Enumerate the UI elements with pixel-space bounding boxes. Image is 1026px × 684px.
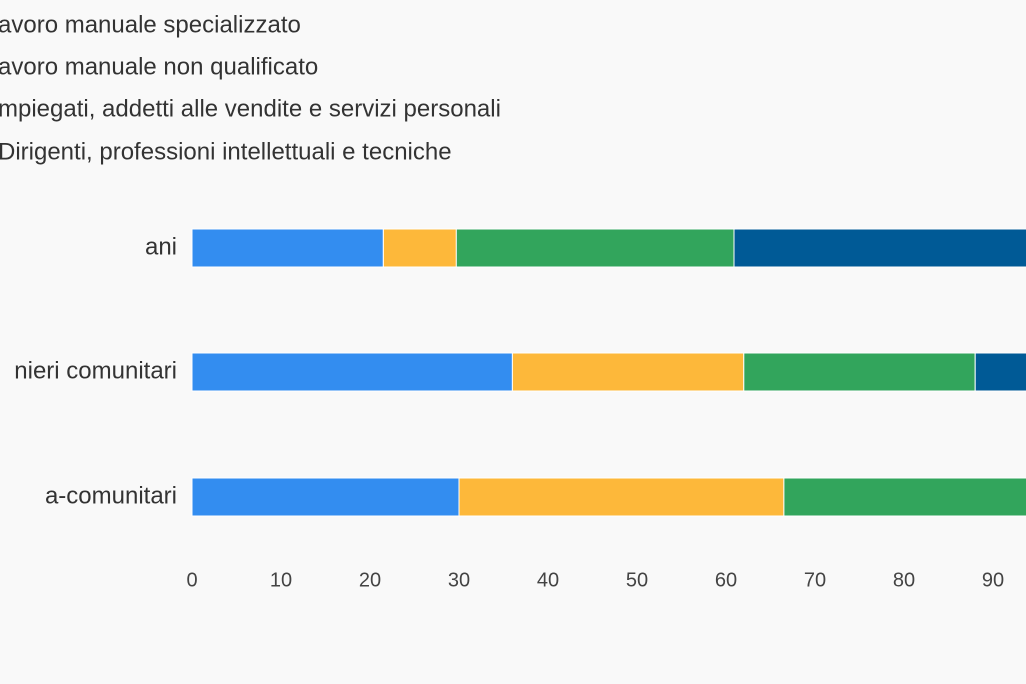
bar-3-series-1[interactable] <box>191 477 460 517</box>
bar-1-series-4[interactable] <box>733 228 1026 268</box>
bar-3-series-2[interactable] <box>458 477 785 517</box>
bars-area <box>191 228 1026 517</box>
legend-label-2: avoro manuale non qualificato <box>0 53 318 80</box>
x-tick-label-10: 10 <box>270 569 292 591</box>
category-labels: ani nieri comunitari a-comunitari <box>14 233 177 509</box>
bar-1-series-1[interactable] <box>191 228 384 268</box>
x-tick-label-50: 50 <box>626 569 648 591</box>
bar-1-series-3[interactable] <box>455 228 735 268</box>
x-tick-label-60: 60 <box>715 569 737 591</box>
x-tick-label-20: 20 <box>359 569 381 591</box>
bar-3-series-3[interactable] <box>783 477 1026 517</box>
x-tick-label-90: 90 <box>982 569 1004 591</box>
legend-label-1: avoro manuale specializzato <box>0 11 301 38</box>
x-tick-label-70: 70 <box>804 569 826 591</box>
bar-2-series-4[interactable] <box>974 352 1026 392</box>
category-label-1: ani <box>145 233 177 260</box>
legend: avoro manuale specializzato avoro manuale… <box>0 11 501 165</box>
x-tick-label-0: 0 <box>186 569 197 591</box>
x-axis: 0 10 20 30 40 50 60 70 80 90 <box>186 569 1004 591</box>
legend-label-3: mpiegati, addetti alle vendite e servizi… <box>0 95 501 122</box>
x-tick-label-80: 80 <box>893 569 915 591</box>
category-label-2: nieri comunitari <box>14 357 177 384</box>
bar-1-series-2[interactable] <box>382 228 457 268</box>
bar-2-series-3[interactable] <box>743 352 976 392</box>
bar-2-series-1[interactable] <box>191 352 513 392</box>
category-label-3: a-comunitari <box>45 482 177 509</box>
bar-2-series-2[interactable] <box>511 352 745 392</box>
legend-label-4: Dirigenti, professioni intellettuali e t… <box>0 138 452 165</box>
x-tick-label-30: 30 <box>448 569 470 591</box>
x-tick-label-40: 40 <box>537 569 559 591</box>
